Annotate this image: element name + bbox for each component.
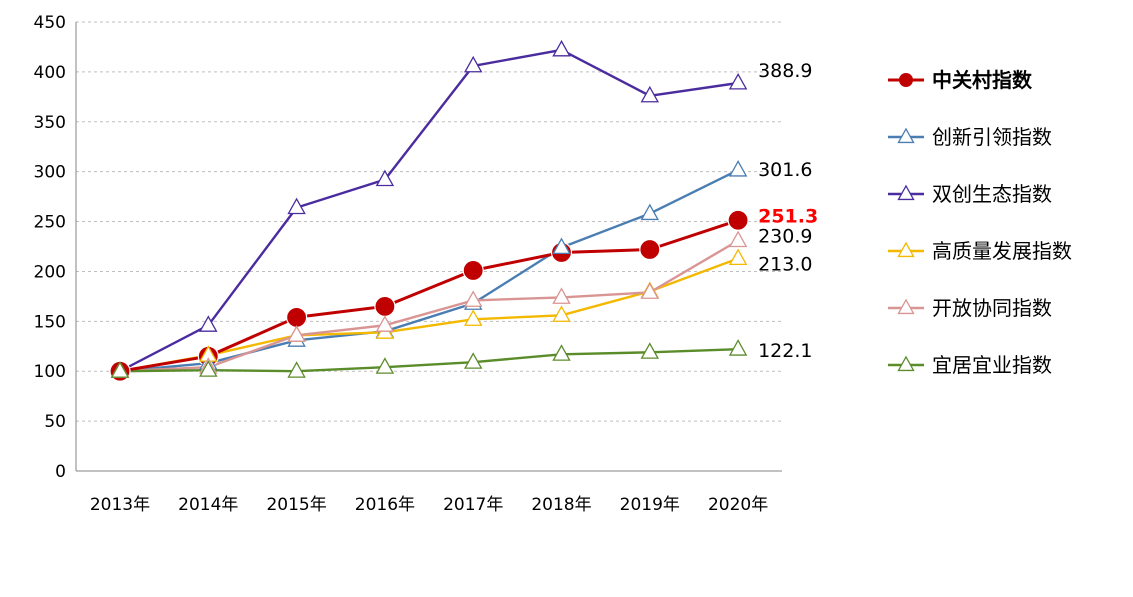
end-value-label: 251.3	[758, 205, 818, 227]
data-point-triangle	[640, 85, 660, 103]
legend-marker-triangle	[897, 298, 915, 315]
end-value-label: 122.1	[758, 340, 812, 362]
end-labels: 251.3 301.6 388.9 213.0 230.9 122.1	[758, 60, 818, 362]
data-point-circle	[727, 209, 749, 231]
legend-item: 中关村指数	[888, 68, 1033, 92]
data-point-triangle	[463, 290, 483, 307]
legend-marker-triangle	[897, 127, 915, 144]
legend-item: 双创生态指数	[888, 182, 1052, 206]
y-tick-label: 400	[34, 63, 66, 83]
data-point-triangle	[728, 72, 748, 90]
legend-label: 创新引领指数	[932, 125, 1052, 149]
y-tick-label: 450	[34, 13, 66, 33]
data-point-triangle	[552, 287, 571, 304]
data-point-triangle	[375, 169, 395, 187]
series-line	[119, 257, 739, 373]
legend-marker-triangle	[897, 355, 915, 372]
y-tick-label: 250	[34, 213, 66, 233]
x-tick-label: 2014年	[178, 495, 238, 515]
x-tick-label: 2019年	[620, 495, 680, 515]
legend-item: 创新引领指数	[888, 125, 1052, 149]
data-point-triangle	[728, 160, 748, 177]
x-tick-label: 2015年	[266, 495, 326, 515]
data-point-triangle	[728, 248, 748, 266]
y-tick-label: 350	[34, 113, 66, 133]
data-point-circle	[286, 306, 308, 328]
data-point-triangle	[728, 339, 748, 356]
data-point-triangle	[287, 197, 306, 215]
data-point-triangle	[287, 361, 306, 378]
legend-marker-triangle	[897, 241, 915, 258]
data-point-triangle	[552, 39, 571, 57]
y-tick-label: 200	[34, 262, 66, 282]
end-value-label: 213.0	[758, 253, 812, 275]
data-point-triangle	[463, 352, 483, 369]
data-point-triangle	[463, 309, 483, 326]
x-tick-label: 2016年	[355, 495, 415, 515]
series-line	[119, 218, 739, 373]
y-tick-label: 300	[34, 163, 66, 183]
y-tick-label: 50	[44, 412, 66, 432]
data-point-circle	[374, 295, 396, 317]
series-line	[119, 239, 739, 373]
series-line	[119, 48, 739, 373]
legend-label: 高质量发展指数	[932, 239, 1072, 263]
legend-item: 开放协同指数	[888, 296, 1052, 320]
data-point-triangle	[199, 360, 218, 377]
legend-label: 中关村指数	[932, 68, 1033, 92]
x-tick-label: 2013年	[90, 495, 150, 515]
x-tick-label: 2018年	[531, 495, 591, 515]
legend-marker-circle	[899, 73, 913, 87]
y-axis-ticks: 0 50 100 150 200 250 300 350 400 450	[34, 13, 66, 482]
series-lines	[109, 39, 749, 382]
legend-marker-triangle	[897, 184, 915, 201]
legend-item: 高质量发展指数	[888, 239, 1072, 263]
data-point-triangle	[552, 305, 571, 322]
series-line	[119, 169, 739, 373]
legend-item: 宜居宜业指数	[888, 353, 1052, 377]
data-point-triangle	[640, 342, 660, 359]
y-tick-label: 150	[34, 312, 66, 332]
data-point-triangle	[375, 315, 395, 332]
legend-label: 宜居宜业指数	[932, 353, 1052, 377]
axes	[75, 22, 782, 472]
end-value-label: 301.6	[758, 159, 812, 181]
data-point-triangle	[728, 230, 748, 248]
data-point-triangle	[640, 282, 660, 299]
data-point-triangle	[375, 357, 395, 374]
x-tick-label: 2017年	[443, 495, 503, 515]
series-line	[119, 348, 739, 373]
x-tick-label: 2020年	[708, 495, 768, 515]
data-point-circle	[639, 238, 661, 261]
data-point-triangle	[640, 203, 660, 221]
y-tick-label: 100	[34, 362, 66, 382]
end-value-label: 230.9	[758, 226, 812, 248]
data-point-triangle	[110, 361, 130, 378]
data-point-circle	[462, 259, 484, 282]
legend-label: 开放协同指数	[932, 296, 1052, 320]
end-value-label: 388.9	[758, 60, 812, 82]
data-point-triangle	[199, 315, 218, 332]
data-point-triangle	[552, 344, 571, 361]
data-point-triangle	[463, 55, 483, 73]
x-axis-ticks: 2013年 2014年 2015年 2016年 2017年 2018年 2019年 2020年	[90, 495, 768, 515]
legend-label: 双创生态指数	[932, 182, 1052, 206]
y-tick-label: 0	[55, 462, 66, 482]
grid-lines	[76, 21, 782, 422]
data-point-triangle	[552, 237, 571, 255]
data-point-triangle	[287, 325, 306, 342]
